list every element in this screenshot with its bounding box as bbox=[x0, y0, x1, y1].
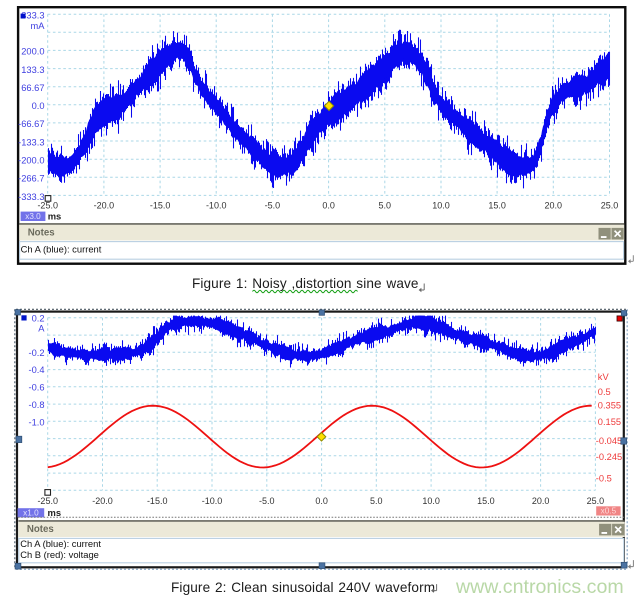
svg-text:10.0: 10.0 bbox=[422, 496, 440, 506]
svg-text:-15.0: -15.0 bbox=[147, 496, 168, 506]
svg-text:5.0: 5.0 bbox=[379, 201, 392, 211]
svg-text:-133.3: -133.3 bbox=[18, 137, 44, 147]
svg-text:-0.2: -0.2 bbox=[28, 348, 44, 358]
svg-text:10.0: 10.0 bbox=[432, 201, 450, 211]
svg-text:-20.0: -20.0 bbox=[94, 201, 115, 211]
svg-text:-20.0: -20.0 bbox=[92, 496, 113, 506]
svg-text:ms: ms bbox=[48, 507, 62, 518]
svg-text:-0.245: -0.245 bbox=[596, 452, 622, 462]
svg-text:x3.0: x3.0 bbox=[25, 212, 41, 221]
svg-text:200.0: 200.0 bbox=[21, 47, 44, 57]
svg-text:-15.0: -15.0 bbox=[150, 201, 171, 211]
svg-text:-0.045: -0.045 bbox=[596, 436, 622, 446]
svg-text:A: A bbox=[38, 323, 45, 333]
svg-text:mA: mA bbox=[31, 21, 46, 31]
svg-text:-10.0: -10.0 bbox=[206, 201, 227, 211]
svg-text:-0.5: -0.5 bbox=[596, 474, 612, 484]
svg-text:0.155: 0.155 bbox=[598, 417, 621, 427]
svg-text:0.0: 0.0 bbox=[32, 101, 45, 111]
svg-text:0.355: 0.355 bbox=[598, 401, 621, 411]
svg-text:133.3: 133.3 bbox=[21, 65, 44, 75]
svg-text:20.0: 20.0 bbox=[545, 201, 563, 211]
svg-text:Notes: Notes bbox=[27, 524, 54, 535]
svg-text:-266.7: -266.7 bbox=[18, 174, 44, 184]
svg-text:www.cntronics.com: www.cntronics.com bbox=[455, 576, 624, 598]
svg-text:-5.0: -5.0 bbox=[259, 496, 275, 506]
svg-text:x1.0: x1.0 bbox=[23, 509, 39, 518]
svg-text:15.0: 15.0 bbox=[488, 201, 506, 211]
svg-text:Ch B (red): voltage: Ch B (red): voltage bbox=[20, 549, 99, 560]
svg-text:-200.0: -200.0 bbox=[18, 156, 44, 166]
svg-text:-25.0: -25.0 bbox=[37, 201, 58, 211]
svg-text:-0.4: -0.4 bbox=[28, 365, 44, 375]
svg-text:kV: kV bbox=[598, 372, 610, 382]
svg-text:-333.3: -333.3 bbox=[18, 192, 44, 202]
svg-text:25.0: 25.0 bbox=[587, 496, 605, 506]
svg-text:5.0: 5.0 bbox=[370, 496, 383, 506]
svg-text:333.3: 333.3 bbox=[21, 11, 44, 21]
svg-text:Ch A (blue): current: Ch A (blue): current bbox=[20, 538, 101, 549]
svg-text:0.5: 0.5 bbox=[598, 387, 611, 397]
svg-text:20.0: 20.0 bbox=[532, 496, 550, 506]
svg-text:0.2: 0.2 bbox=[32, 314, 45, 324]
svg-text:0.0: 0.0 bbox=[315, 496, 328, 506]
svg-text:25.0: 25.0 bbox=[601, 201, 619, 211]
svg-text:-0.8: -0.8 bbox=[28, 400, 44, 410]
svg-text:-0.6: -0.6 bbox=[28, 382, 44, 392]
svg-text:66.67: 66.67 bbox=[21, 83, 44, 93]
svg-text:ms: ms bbox=[48, 210, 62, 221]
svg-text:-25.0: -25.0 bbox=[37, 496, 58, 506]
svg-text:Figure 2: Clean sinusoidal 240: Figure 2: Clean sinusoidal 240V waveform bbox=[171, 580, 435, 595]
svg-text:Figure 1: Noisy ,distortion si: Figure 1: Noisy ,distortion sine wave bbox=[192, 276, 419, 291]
svg-text:-10.0: -10.0 bbox=[202, 496, 223, 506]
svg-text:Ch A (blue): current: Ch A (blue): current bbox=[21, 244, 102, 255]
svg-text:Notes: Notes bbox=[28, 228, 55, 239]
svg-text:15.0: 15.0 bbox=[477, 496, 495, 506]
svg-text:-1.0: -1.0 bbox=[28, 417, 44, 427]
svg-text:-66.67: -66.67 bbox=[18, 119, 44, 129]
svg-text:0.0: 0.0 bbox=[322, 201, 335, 211]
svg-text:-5.0: -5.0 bbox=[265, 201, 281, 211]
svg-text:x0.5: x0.5 bbox=[601, 507, 617, 516]
